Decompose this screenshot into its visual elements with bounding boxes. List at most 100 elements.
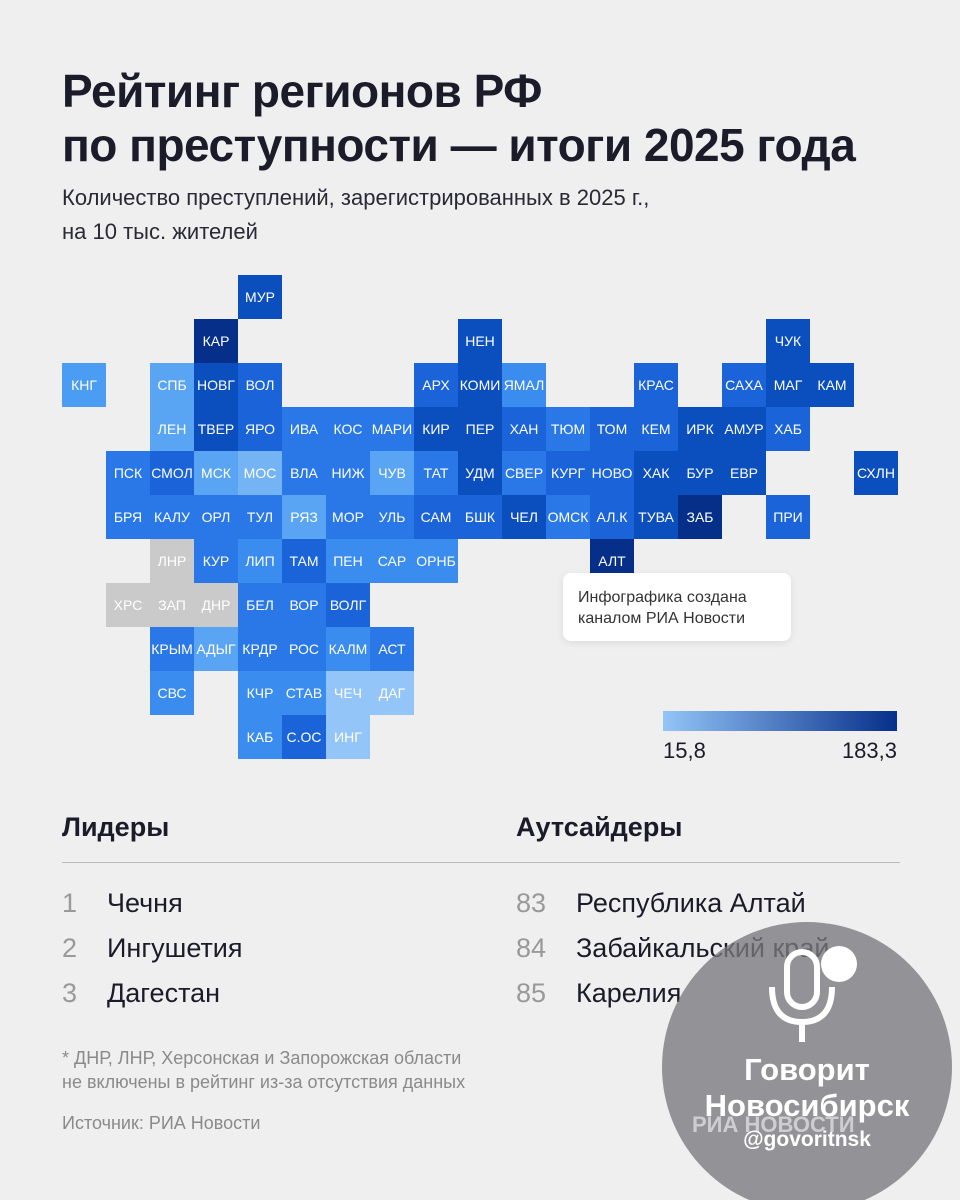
region-tile: ПРИ [766, 495, 810, 539]
region-tile: САМ [414, 495, 458, 539]
source: Источник: РИА Новости [62, 1113, 261, 1133]
title-line: Рейтинг регионов РФ [62, 65, 542, 117]
region-tile: КИР [414, 407, 458, 451]
region-tile: КОС [326, 407, 370, 451]
footnote-line: * ДНР, ЛНР, Херсонская и Запорожская обл… [62, 1048, 462, 1068]
rank: 84 [516, 933, 547, 963]
region-name: Дагестан [107, 978, 221, 1008]
region-tile: СВС [150, 671, 194, 715]
region-tile: САР [370, 539, 414, 583]
region-tile: АРХ [414, 363, 458, 407]
region-name: Ингушетия [107, 933, 243, 963]
watermark-icon [769, 946, 857, 1042]
note-line: каналом РИА Новости [578, 610, 746, 627]
region-tile: ОРЛ [194, 495, 238, 539]
note-line: Инфографика создана [578, 589, 747, 606]
region-tile: ХАН [502, 407, 546, 451]
region-tile: ИРК [678, 407, 722, 451]
region-tile: КУР [194, 539, 238, 583]
watermark-handle: @govoritnsk [743, 1128, 871, 1151]
divider [62, 862, 900, 863]
region-name: Чечня [107, 888, 183, 918]
rank: 85 [516, 978, 547, 1008]
watermark-name: Говорит [744, 1052, 870, 1087]
region-tile: КРЫМ [150, 627, 194, 671]
title-line: по преступности — итоги 2025 года [62, 119, 856, 171]
region-tile: УДМ [458, 451, 502, 495]
region-tile: КАЛУ [150, 495, 194, 539]
region-tile: САХА [722, 363, 766, 407]
region-tile: ПСК [106, 451, 150, 495]
leaders-title: Лидеры [62, 812, 170, 842]
region-tile: ВОЛГ [326, 583, 370, 627]
region-tile: ТУВА [634, 495, 678, 539]
subtitle-line: Количество преступлений, зарегистрирован… [62, 185, 650, 210]
region-tile: БШК [458, 495, 502, 539]
region-tile: МОР [326, 495, 370, 539]
region-tile: ЕВР [722, 451, 766, 495]
legend-min: 15,8 [663, 738, 706, 763]
region-tile: ИНГ [326, 715, 370, 759]
watermark: Говорит Новосибирск РИА НОВОСТИ @govorit… [662, 922, 952, 1200]
region-tile: ЯМАЛ [502, 363, 546, 407]
region-tile: ВОР [282, 583, 326, 627]
region-tile: ТАМ [282, 539, 326, 583]
region-tile: КАР [194, 319, 238, 363]
region-tile: АСТ [370, 627, 414, 671]
region-tile: ЛЕН [150, 407, 194, 451]
region-tile: ПЕР [458, 407, 502, 451]
region-tile: ОРНБ [414, 539, 458, 583]
region-tile: ЗАБ [678, 495, 722, 539]
region-tile: ЧЕЧ [326, 671, 370, 715]
subtitle-line: на 10 тыс. жителей [62, 219, 258, 244]
region-tile: КНГ [62, 363, 106, 407]
region-tile: КУРГ [546, 451, 590, 495]
rank: 1 [62, 888, 78, 918]
region-tile: ДНР [194, 583, 238, 627]
region-tile: ЧУК [766, 319, 810, 363]
region-tile: ДАГ [370, 671, 414, 715]
legend-max: 183,3 [841, 738, 897, 763]
region-tile: СПБ [150, 363, 194, 407]
region-tile: КЕМ [634, 407, 678, 451]
region-tile: МОС [238, 451, 282, 495]
outsiders-title: Аутсайдеры [516, 812, 683, 842]
region-tile: СМОЛ [150, 451, 194, 495]
region-tile: КЧР [238, 671, 282, 715]
region-tile: НОВГ [194, 363, 238, 407]
region-tile: СВЕР [502, 451, 546, 495]
rank: 3 [62, 978, 78, 1008]
region-tile: МАРИ [370, 407, 414, 451]
region-tile: ЗАП [150, 583, 194, 627]
region-tile: КРАС [634, 363, 678, 407]
note-box: Инфографика создана каналом РИА Новости [563, 573, 791, 641]
region-tile: ЧЕЛ [502, 495, 546, 539]
region-tile: ЧУВ [370, 451, 414, 495]
region-tile: РЯЗ [282, 495, 326, 539]
region-tile: ЛНР [150, 539, 194, 583]
region-tile: ХРС [106, 583, 150, 627]
region-tile: МУР [238, 275, 282, 319]
region-tile: КАЛМ [326, 627, 370, 671]
region-tile: ИВА [282, 407, 326, 451]
region-tile: АЛ.К [590, 495, 634, 539]
region-tile: СХЛН [854, 451, 898, 495]
region-tile: АМУР [722, 407, 766, 451]
region-tile: РОС [282, 627, 326, 671]
region-tile: МСК [194, 451, 238, 495]
legend-gradient [663, 711, 897, 731]
region-tile: ВОЛ [238, 363, 282, 407]
region-tile: ВЛА [282, 451, 326, 495]
region-tile: БРЯ [106, 495, 150, 539]
region-tile: КОМИ [458, 363, 502, 407]
region-name: Карелия [576, 978, 682, 1008]
region-tile: КРДР [238, 627, 282, 671]
watermark-brand: РИА НОВОСТИ [692, 1112, 855, 1137]
region-tile: С.ОС [282, 715, 326, 759]
region-tile: ТОМ [590, 407, 634, 451]
region-tile: СТАВ [282, 671, 326, 715]
region-tile: НИЖ [326, 451, 370, 495]
region-tile: ЯРО [238, 407, 282, 451]
footnote-line: не включены в рейтинг из-за отсутствия д… [62, 1072, 466, 1092]
